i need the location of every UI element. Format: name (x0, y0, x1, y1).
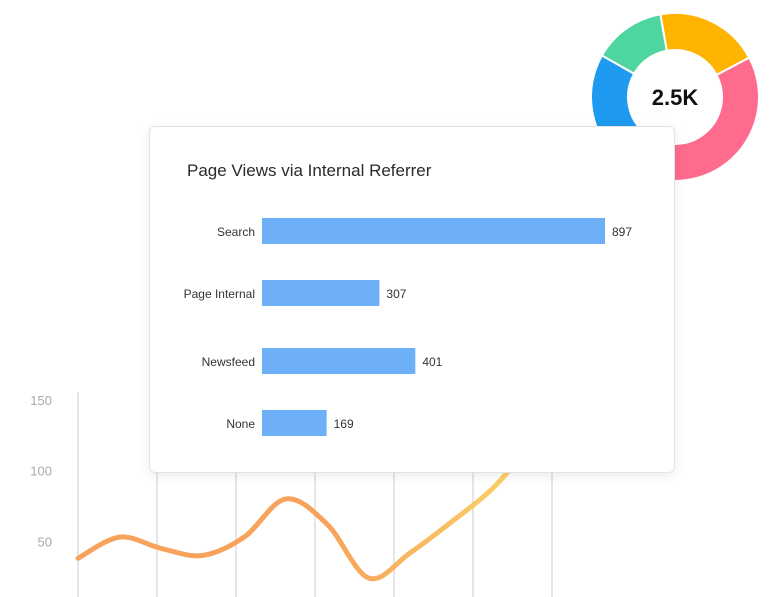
bar (262, 348, 416, 374)
donut-slice (659, 12, 751, 77)
bar (262, 218, 605, 244)
y-tick-label: 100 (30, 464, 52, 479)
card-title: Page Views via Internal Referrer (187, 161, 432, 180)
data-label: 897 (612, 225, 632, 239)
bar (262, 410, 327, 436)
data-label: 307 (386, 287, 406, 301)
page-views-card: Page Views via Internal Referrer Search 8… (149, 126, 675, 473)
category-label: Page Internal (184, 287, 255, 301)
y-tick-label: 50 (38, 534, 52, 549)
data-label: 401 (422, 355, 442, 369)
data-label: 169 (334, 417, 354, 431)
category-label: Newsfeed (202, 355, 255, 369)
donut-center-label: 2.5K (652, 85, 699, 110)
series-line (75, 437, 538, 582)
bar-chart: Search 897 Page Internal 307 Newsfeed 401 None… (184, 218, 632, 436)
category-label: Search (217, 225, 255, 239)
bar (262, 280, 380, 306)
category-label: None (226, 417, 255, 431)
y-tick-label: 150 (30, 393, 52, 408)
